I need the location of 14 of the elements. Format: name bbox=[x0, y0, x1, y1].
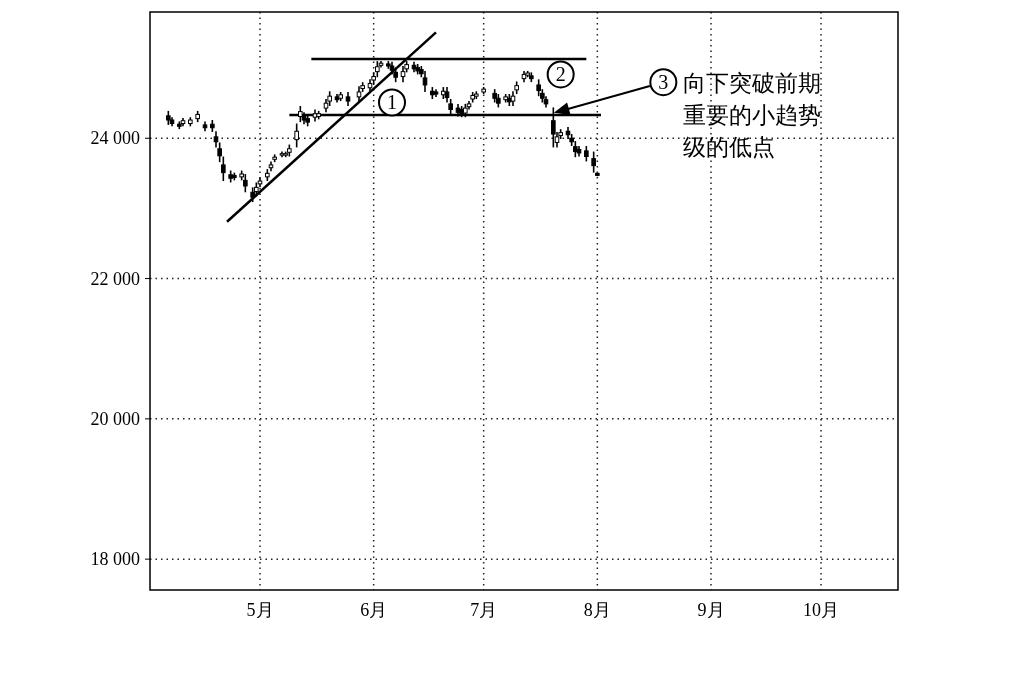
annotation: 向下突破前期重要的小趋势级的低点 bbox=[683, 70, 822, 161]
x-tick-label: 10月 bbox=[803, 600, 839, 620]
x-tick-label: 6月 bbox=[360, 600, 388, 620]
annotation: 2 bbox=[555, 63, 566, 86]
x-tick-label: 8月 bbox=[583, 600, 611, 620]
x-tick-label: 7月 bbox=[470, 600, 498, 620]
x-tick-label: 9月 bbox=[697, 600, 725, 620]
annotation: 3 bbox=[658, 71, 669, 94]
annotation: 1 bbox=[387, 91, 397, 114]
y-tick-label: 24 000 bbox=[90, 128, 140, 149]
x-tick-label: 5月 bbox=[246, 600, 274, 620]
y-tick-label: 22 000 bbox=[90, 268, 140, 289]
y-tick-label: 18 000 bbox=[90, 549, 140, 570]
y-tick-label: 20 000 bbox=[90, 408, 140, 429]
